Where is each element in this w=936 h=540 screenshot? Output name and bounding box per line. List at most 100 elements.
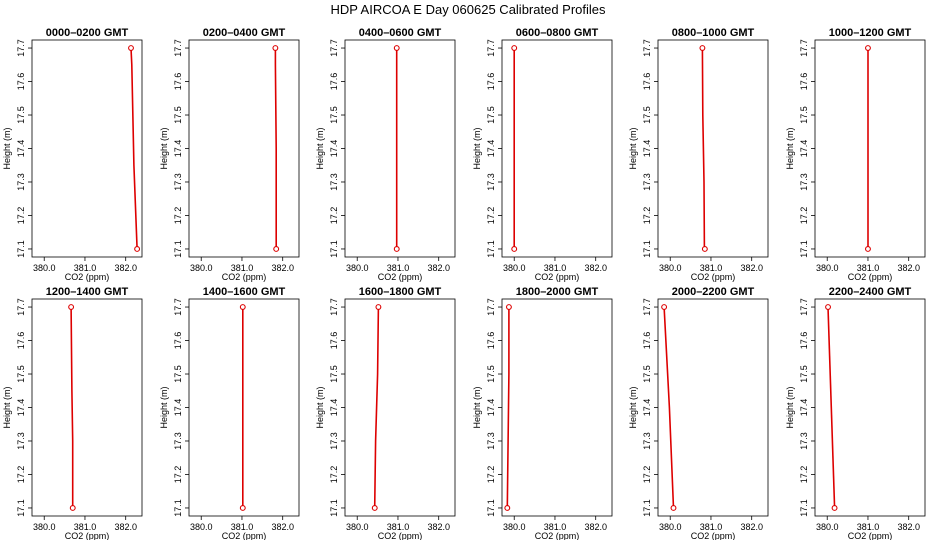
profile-panel: 0000–0200 GMT 380.0 381.0 382.0 17.1 17.2 17.3… <box>2 27 143 282</box>
x-tick-label: 380.0 <box>33 263 56 273</box>
y-tick-label: 17.7 <box>329 298 339 316</box>
profile-marker <box>670 505 677 511</box>
y-tick-label: 17.2 <box>642 207 652 225</box>
y-tick-label: 17.1 <box>329 240 339 258</box>
panel-title: 1200–1400 GMT <box>46 286 129 298</box>
y-tick-label: 17.1 <box>173 499 183 517</box>
plot-frame <box>188 39 300 258</box>
y-axis-label: Height (m) <box>2 127 12 169</box>
y-tick-label: 17.2 <box>329 207 339 225</box>
y-tick-label: 17.7 <box>799 39 809 57</box>
y-tick-label: 17.4 <box>799 399 809 417</box>
y-axis-label: Height (m) <box>472 127 482 169</box>
y-tick-label: 17.6 <box>173 73 183 91</box>
y-tick-label: 17.5 <box>486 365 496 383</box>
y-tick-label: 17.1 <box>799 499 809 517</box>
profile-marker <box>371 505 378 511</box>
y-tick-label: 17.7 <box>173 298 183 316</box>
y-tick-label: 17.3 <box>173 173 183 191</box>
profile-marker <box>661 304 668 310</box>
profile-marker <box>239 304 246 310</box>
x-tick-label: 380.0 <box>816 263 839 273</box>
y-tick-label: 17.1 <box>642 499 652 517</box>
y-tick-label: 17.1 <box>329 499 339 517</box>
x-tick-label: 380.0 <box>346 263 369 273</box>
y-tick-label: 17.4 <box>799 140 809 158</box>
x-tick-label: 381.0 <box>700 522 723 532</box>
y-tick-label: 17.6 <box>642 73 652 91</box>
x-tick-label: 381.0 <box>387 522 410 532</box>
profile-marker <box>699 45 706 51</box>
profile-marker <box>69 505 76 511</box>
plot-frame <box>814 39 926 258</box>
y-tick-label: 17.3 <box>329 173 339 191</box>
profile-marker <box>504 505 511 511</box>
profile-line <box>663 306 675 509</box>
profile-line <box>70 306 74 508</box>
x-tick-label: 380.0 <box>190 263 213 273</box>
y-axis-label: Height (m) <box>2 386 12 428</box>
y-tick-label: 17.5 <box>799 106 809 124</box>
y-tick-label: 17.3 <box>642 432 652 450</box>
y-tick-label: 17.3 <box>329 432 339 450</box>
y-tick-label: 17.3 <box>799 432 809 450</box>
x-tick-label: 382.0 <box>584 522 607 532</box>
y-tick-label: 17.1 <box>486 499 496 517</box>
page-title: HDP AIRCOA E Day 060625 Calibrated Profi… <box>330 2 606 17</box>
x-tick-label: 380.0 <box>659 522 682 532</box>
x-axis-label: CO2 (ppm) <box>222 531 267 540</box>
profile-marker <box>393 246 400 252</box>
y-tick-label: 17.7 <box>329 39 339 57</box>
y-tick-label: 17.7 <box>16 298 26 316</box>
y-tick-label: 17.6 <box>799 73 809 91</box>
x-tick-label: 381.0 <box>857 522 880 532</box>
y-tick-label: 17.7 <box>642 298 652 316</box>
y-tick-label: 17.2 <box>642 466 652 484</box>
y-tick-label: 17.6 <box>642 332 652 350</box>
profile-marker <box>831 505 838 511</box>
y-tick-label: 17.2 <box>173 466 183 484</box>
y-tick-label: 17.2 <box>16 207 26 225</box>
plot-frame <box>344 298 456 517</box>
x-tick-label: 380.0 <box>190 522 213 532</box>
y-axis-label: Height (m) <box>785 127 795 169</box>
y-tick-label: 17.5 <box>16 106 26 124</box>
panel-title: 1600–1800 GMT <box>359 286 442 298</box>
profile-panel: 2200–2400 GMT 380.0 381.0 382.0 17.1 17.2 17.3… <box>785 286 926 540</box>
profile-panel: 2000–2200 GMT 380.0 381.0 382.0 17.1 17.2 17.3… <box>628 286 769 540</box>
plot-frame <box>501 298 613 517</box>
x-tick-label: 380.0 <box>503 263 526 273</box>
profile-panel: 1000–1200 GMT 380.0 381.0 382.0 17.1 17.2 17.3… <box>785 27 926 282</box>
x-axis-label: CO2 (ppm) <box>65 272 110 282</box>
panel-title: 1800–2000 GMT <box>516 286 599 298</box>
y-axis-label: Height (m) <box>472 386 482 428</box>
y-tick-label: 17.6 <box>486 332 496 350</box>
y-tick-label: 17.2 <box>486 466 496 484</box>
x-tick-label: 381.0 <box>857 263 880 273</box>
x-tick-label: 382.0 <box>427 522 450 532</box>
y-tick-label: 17.4 <box>173 140 183 158</box>
x-axis-label: CO2 (ppm) <box>691 272 736 282</box>
x-axis-label: CO2 (ppm) <box>65 531 110 540</box>
x-axis-label: CO2 (ppm) <box>378 272 423 282</box>
y-tick-label: 17.1 <box>16 240 26 258</box>
plot-frame <box>344 39 456 258</box>
profile-marker <box>701 246 708 252</box>
y-tick-label: 17.1 <box>486 240 496 258</box>
y-tick-label: 17.7 <box>16 39 26 57</box>
y-tick-label: 17.4 <box>173 399 183 417</box>
y-tick-label: 17.3 <box>486 173 496 191</box>
profile-marker <box>134 246 141 252</box>
plot-frame <box>31 298 143 517</box>
x-tick-label: 382.0 <box>584 263 607 273</box>
plot-frame <box>657 39 769 258</box>
plot-frame <box>31 39 143 258</box>
y-tick-label: 17.6 <box>486 73 496 91</box>
y-axis-label: Height (m) <box>628 386 638 428</box>
y-tick-label: 17.5 <box>173 365 183 383</box>
x-tick-label: 381.0 <box>74 263 97 273</box>
panel-title: 0800–1000 GMT <box>672 27 755 39</box>
x-axis-label: CO2 (ppm) <box>222 272 267 282</box>
profile-marker <box>273 246 280 252</box>
